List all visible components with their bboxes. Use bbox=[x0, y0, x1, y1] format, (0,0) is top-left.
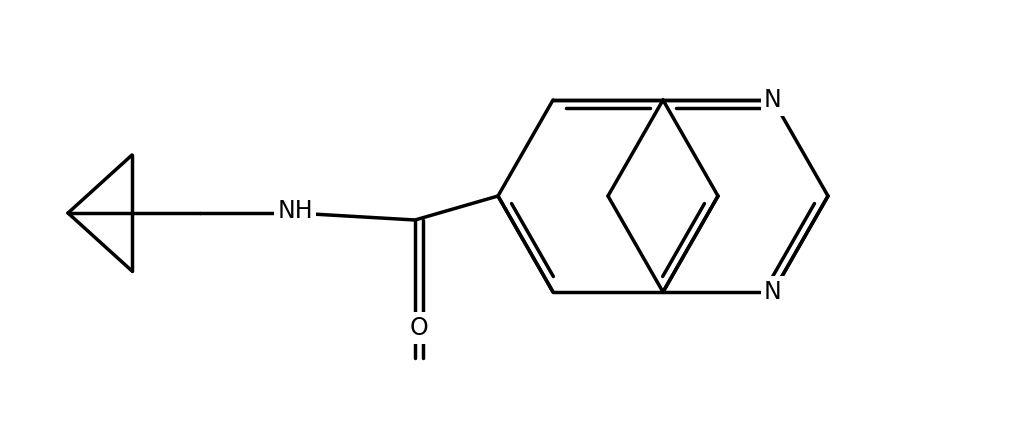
Text: NH: NH bbox=[277, 199, 312, 223]
Text: N: N bbox=[765, 88, 782, 112]
Text: N: N bbox=[765, 280, 782, 304]
Text: O: O bbox=[410, 316, 428, 340]
